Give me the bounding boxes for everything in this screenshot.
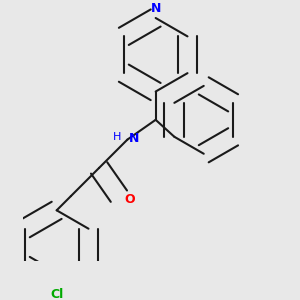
Text: N: N (129, 132, 139, 145)
Text: O: O (124, 193, 135, 206)
Text: Cl: Cl (50, 288, 63, 300)
Text: H: H (113, 132, 122, 142)
Text: N: N (151, 2, 161, 15)
